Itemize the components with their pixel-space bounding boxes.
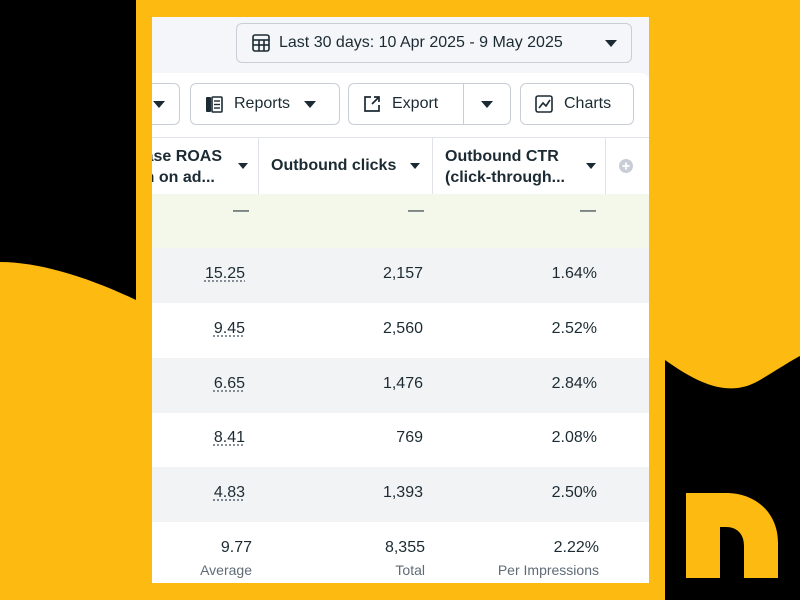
charts-button[interactable]: Charts <box>520 83 634 125</box>
table-header: ase ROAS n on ad... Outbound clicks Outb… <box>152 137 649 196</box>
column-header-ctr-line1: Outbound CTR <box>445 148 559 165</box>
date-range-label: Last 30 days: 10 Apr 2025 - 9 May 2025 <box>279 34 563 51</box>
calendar-table-icon <box>252 34 270 52</box>
column-header-roas-line2: n on ad... <box>152 169 215 186</box>
ctr-value: 2.50% <box>551 484 597 501</box>
total-clicks: 8,355 <box>384 539 425 556</box>
reports-icon <box>206 96 223 113</box>
clicks-value: 2,157 <box>382 265 423 282</box>
column-header-roas-line1: ase ROAS <box>152 148 222 165</box>
column-header-outbound-clicks[interactable]: Outbound clicks <box>259 138 432 195</box>
table-row[interactable]: 9.45 2,560 2.52% <box>152 303 649 358</box>
chevron-down-icon <box>304 100 317 108</box>
brand-logo-icon <box>686 493 778 578</box>
clicks-value: 1,476 <box>382 375 423 392</box>
total-roas-label: Average <box>200 562 252 578</box>
add-column-button[interactable] <box>606 138 649 195</box>
date-range-button[interactable]: Last 30 days: 10 Apr 2025 - 9 May 2025 <box>236 23 632 63</box>
totals-row: 9.77 Average 8,355 Total 2.22% Per Impre… <box>152 522 649 582</box>
roas-value[interactable]: 6.65 <box>213 375 245 392</box>
chevron-down-icon <box>605 39 617 47</box>
summary-ctr: — <box>580 202 596 219</box>
export-options-button[interactable] <box>464 84 510 124</box>
roas-value[interactable]: 9.45 <box>213 320 245 337</box>
column-header-roas[interactable]: ase ROAS n on ad... <box>152 138 258 195</box>
roas-value[interactable]: 4.83 <box>213 484 245 501</box>
table-row[interactable]: 6.65 1,476 2.84% <box>152 358 649 413</box>
reports-label: Reports <box>234 95 291 112</box>
line-chart-icon <box>535 95 553 113</box>
column-header-outbound-ctr[interactable]: Outbound CTR (click-through... <box>433 138 605 195</box>
ctr-value: 1.64% <box>551 265 597 282</box>
export-label: Export <box>392 95 439 112</box>
export-button-group: Export <box>348 83 511 125</box>
chevron-down-icon <box>481 100 494 108</box>
export-icon <box>364 96 380 112</box>
total-ctr-label: Per Impressions <box>497 562 599 578</box>
plus-circle-icon <box>619 159 633 173</box>
date-bar: Last 30 days: 10 Apr 2025 - 9 May 2025 <box>152 17 649 80</box>
table-row[interactable]: 4.83 1,393 2.50% <box>152 467 649 522</box>
total-clicks-label: Total <box>395 562 425 578</box>
columns-dropdown-button[interactable] <box>152 83 180 125</box>
toolbar: Reports Export Charts <box>152 73 649 137</box>
ads-table-panel: Last 30 days: 10 Apr 2025 - 9 May 2025 R… <box>152 17 649 583</box>
clicks-value: 2,560 <box>382 320 423 337</box>
reports-button[interactable]: Reports <box>190 83 340 125</box>
clicks-value: 769 <box>396 429 423 446</box>
summary-row: — — — <box>152 194 649 248</box>
total-roas: 9.77 <box>220 539 252 556</box>
ctr-value: 2.84% <box>551 375 597 392</box>
table-row[interactable]: 15.25 2,157 1.64% <box>152 248 649 303</box>
table-row[interactable]: 8.41 769 2.08% <box>152 413 649 468</box>
column-header-outbound-clicks-label: Outbound clicks <box>271 157 397 174</box>
ctr-value: 2.08% <box>551 429 597 446</box>
chevron-down-icon <box>153 100 165 108</box>
column-header-ctr-line2: (click-through... <box>445 169 565 186</box>
roas-value[interactable]: 15.25 <box>204 265 245 282</box>
summary-clicks: — <box>408 202 424 219</box>
sort-caret-icon[interactable] <box>238 163 248 169</box>
export-button[interactable]: Export <box>349 84 465 124</box>
clicks-value: 1,393 <box>382 484 423 501</box>
sort-caret-icon[interactable] <box>410 163 420 169</box>
ctr-value: 2.52% <box>551 320 597 337</box>
sort-caret-icon[interactable] <box>586 163 596 169</box>
charts-label: Charts <box>564 95 612 112</box>
roas-value[interactable]: 8.41 <box>213 429 245 446</box>
total-ctr: 2.22% <box>553 539 599 556</box>
summary-roas: — <box>233 202 249 219</box>
